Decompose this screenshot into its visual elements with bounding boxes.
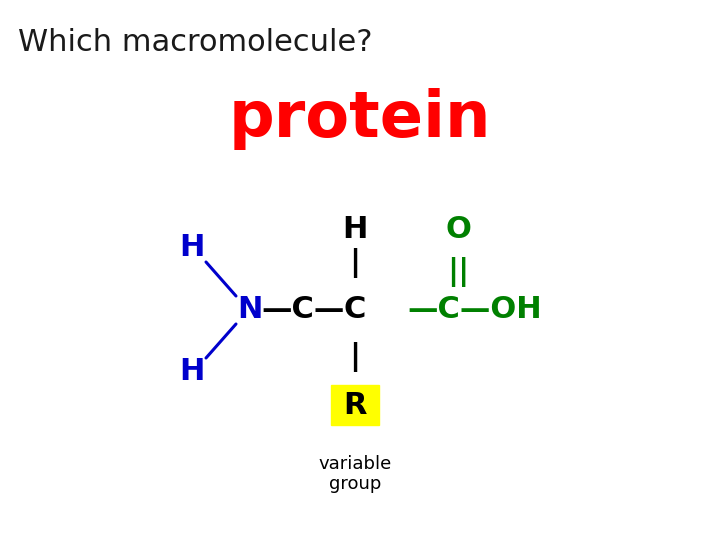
Text: O: O <box>445 215 471 245</box>
Text: |: | <box>349 248 361 278</box>
Text: R: R <box>343 390 366 420</box>
FancyBboxPatch shape <box>331 385 379 425</box>
Text: C: C <box>344 295 366 325</box>
Text: —C—OH: —C—OH <box>407 295 541 325</box>
Text: H: H <box>342 215 368 245</box>
Text: Which macromolecule?: Which macromolecule? <box>18 28 372 57</box>
Text: H: H <box>179 233 204 262</box>
Text: N: N <box>238 295 263 325</box>
Text: variable: variable <box>318 455 392 473</box>
Text: —C—: —C— <box>261 295 345 325</box>
Text: H: H <box>179 357 204 387</box>
Text: group: group <box>329 475 381 493</box>
Text: ||: || <box>447 257 469 287</box>
Text: |: | <box>349 342 361 372</box>
Text: protein: protein <box>229 88 491 150</box>
